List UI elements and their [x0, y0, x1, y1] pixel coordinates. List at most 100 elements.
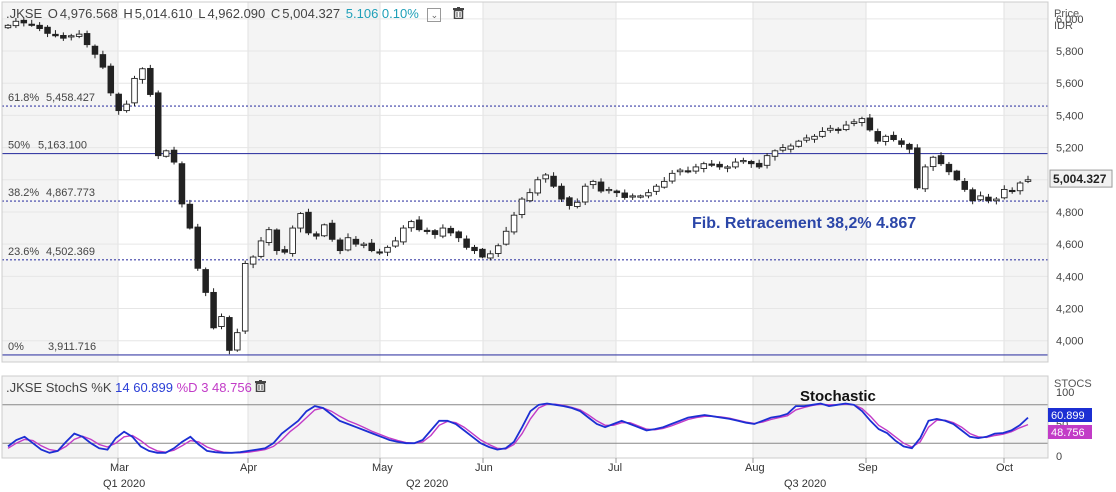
candle-up: [392, 240, 399, 247]
candle-up: [68, 35, 75, 38]
candle-down: [961, 180, 968, 190]
candle-up: [850, 121, 858, 124]
candle-down: [281, 249, 288, 253]
fib-percent-label: 23.6%: [8, 246, 39, 258]
candle-down: [566, 197, 573, 206]
candle-down: [210, 291, 217, 329]
stoch-k-line: [7, 402, 1029, 454]
candle-down: [550, 175, 557, 187]
candle-up: [1024, 179, 1032, 182]
price-header: .JKSE O 4,976.568 H 5,014.610 L 4,962.090 C…: [6, 6, 466, 22]
candle-up: [827, 127, 834, 131]
candle-up: [771, 150, 779, 157]
price-tick-label: 4,000: [1056, 336, 1084, 348]
x-month-label: May: [372, 462, 393, 474]
candle-up: [692, 166, 700, 172]
candle-up: [249, 256, 257, 265]
candle-down: [447, 227, 455, 234]
candle-up: [123, 103, 130, 112]
candle-down: [914, 147, 921, 189]
candle-down: [273, 229, 281, 252]
candle-up: [139, 68, 146, 80]
period-shading: [2, 2, 1048, 458]
trash-icon[interactable]: [255, 380, 267, 395]
candle-down: [945, 163, 953, 173]
stoch-d-line: [7, 403, 1029, 454]
candle-up: [75, 33, 83, 37]
candle-up: [360, 243, 368, 246]
candle-up: [842, 124, 850, 131]
candle-up: [724, 166, 731, 169]
candle-up: [645, 192, 652, 197]
candle-up: [1001, 188, 1008, 199]
candle-up: [408, 221, 415, 229]
candle-up: [502, 230, 510, 245]
low-label: L: [198, 6, 206, 21]
candle-up: [439, 227, 447, 237]
candle-down: [613, 190, 621, 194]
d-value-box: [1048, 425, 1092, 439]
shade-band: [753, 2, 866, 362]
candle-down: [115, 93, 122, 112]
price-tick-label: 4,200: [1056, 304, 1084, 316]
candle-up: [779, 147, 787, 151]
candle-up: [131, 77, 138, 104]
chevron-down-icon[interactable]: ⌄: [427, 7, 442, 22]
candle-up: [668, 172, 676, 182]
trash-icon[interactable]: [453, 7, 465, 22]
stochastic-header: .JKSE StochS %K 14 60.899 %D 3 48.756: [6, 380, 267, 395]
price-axis-title: Price: [1054, 8, 1080, 20]
stoch-annotation: Stochastic: [800, 388, 876, 405]
annotations: Fib. Retracement 38,2% 4.867 Stochastic: [692, 215, 916, 405]
candle-up: [929, 156, 937, 168]
candle-up: [581, 185, 589, 203]
candle-up: [589, 180, 597, 186]
candle-up: [574, 201, 581, 207]
candle-up: [321, 224, 328, 237]
close-label: C: [270, 6, 281, 21]
high-label: H: [123, 6, 133, 21]
candle-up: [265, 229, 273, 243]
price-tick-label: 5,600: [1056, 78, 1084, 90]
candle-up: [795, 140, 802, 147]
x-month-label: Aug: [745, 462, 765, 474]
candle-down: [1008, 189, 1016, 193]
candle-down: [423, 229, 431, 232]
candle-down: [202, 269, 209, 293]
fib-percent-label: 50%: [8, 140, 30, 152]
open-value: 4,976.568: [59, 6, 118, 21]
change-value: 5.106 0.10%: [345, 6, 419, 21]
price-axis-unit: IDR: [1054, 20, 1073, 32]
candle-down: [953, 170, 961, 181]
candle-down: [716, 163, 723, 168]
candle-down: [415, 219, 423, 231]
candle-up: [858, 118, 866, 123]
candle-down: [336, 239, 344, 252]
candle-down: [898, 140, 905, 145]
candle-up: [526, 192, 534, 202]
candle-down: [107, 65, 115, 94]
candle-down: [305, 211, 312, 234]
price-tick-label: 4,800: [1056, 207, 1084, 219]
candle-down: [937, 155, 945, 165]
stoch-axis-title: STOCS: [1054, 378, 1092, 390]
fib-value-label: 4,502.369: [46, 246, 95, 258]
high-value: 5,014.610: [134, 6, 193, 21]
candle-down: [186, 203, 194, 229]
candle-down: [147, 67, 154, 95]
candle-up: [534, 179, 542, 194]
candle-up: [819, 131, 826, 137]
candle-down: [755, 162, 763, 168]
candle-down: [708, 163, 715, 166]
close-value: 5,004.327: [282, 6, 341, 21]
candle-down: [194, 226, 202, 269]
stoch-d-value: 48.756: [212, 380, 252, 395]
d-value-label: 48.756: [1051, 427, 1085, 439]
candle-up: [653, 185, 660, 192]
candle-down: [170, 149, 178, 163]
candle-up: [218, 316, 225, 327]
candle-down: [352, 238, 360, 245]
fib-value-label: 4,867.773: [46, 187, 95, 199]
